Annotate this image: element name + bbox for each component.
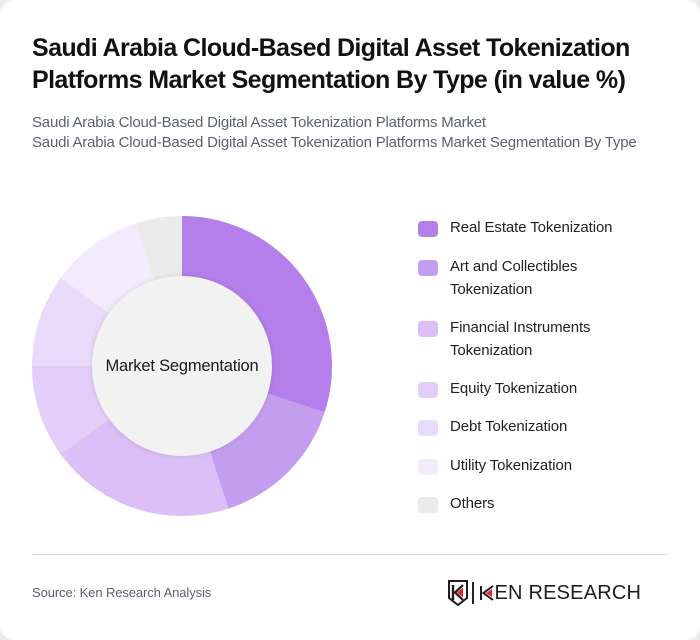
legend-swatch xyxy=(418,321,438,337)
brand-name: EN RESEARCH xyxy=(479,582,642,605)
legend-swatch xyxy=(418,497,438,513)
legend-label: Debt Tokenization xyxy=(450,418,568,435)
legend-label: Real Estate Tokenization xyxy=(450,219,613,236)
donut-chart xyxy=(32,216,332,516)
brand-name-text: EN RESEARCH xyxy=(494,581,642,604)
legend-swatch xyxy=(418,459,438,475)
legend-swatch xyxy=(418,260,438,276)
shield-k-logo-icon xyxy=(448,580,468,606)
footer-divider xyxy=(32,554,668,555)
legend-swatch xyxy=(418,382,438,398)
source-note: Source: Ken Research Analysis xyxy=(32,585,212,600)
legend-item-utility[interactable]: Utility Tokenization xyxy=(418,454,620,477)
legend-item-art-collectibles[interactable]: Art and Collectibles Tokenization xyxy=(418,255,620,301)
subtitle-line-2: Saudi Arabia Cloud-Based Digital Asset T… xyxy=(32,134,637,151)
legend-item-debt[interactable]: Debt Tokenization xyxy=(418,415,620,438)
page-title: Saudi Arabia Cloud-Based Digital Asset T… xyxy=(32,34,630,94)
legend-item-real-estate[interactable]: Real Estate Tokenization xyxy=(418,216,620,239)
legend-item-equity[interactable]: Equity Tokenization xyxy=(418,377,620,400)
subtitle: Saudi Arabia Cloud-Based Digital Asset T… xyxy=(32,113,672,153)
legend-label: Art and Collectibles Tokenization xyxy=(450,258,578,298)
legend-item-others[interactable]: Others xyxy=(418,492,620,515)
donut-hole xyxy=(92,276,272,456)
legend-item-financial-instruments[interactable]: Financial Instruments Tokenization xyxy=(418,316,620,362)
legend-label: Equity Tokenization xyxy=(450,380,578,397)
legend-swatch xyxy=(418,420,438,436)
brand-k-icon xyxy=(479,585,494,601)
ken-research-logo: EN RESEARCH xyxy=(448,578,641,608)
subtitle-line-1: Saudi Arabia Cloud-Based Digital Asset T… xyxy=(32,114,486,131)
logo-separator xyxy=(472,582,474,604)
legend-label: Utility Tokenization xyxy=(450,457,572,474)
legend-label: Others xyxy=(450,495,495,512)
legend-label: Financial Instruments Tokenization xyxy=(450,319,591,359)
legend-swatch xyxy=(418,221,438,237)
